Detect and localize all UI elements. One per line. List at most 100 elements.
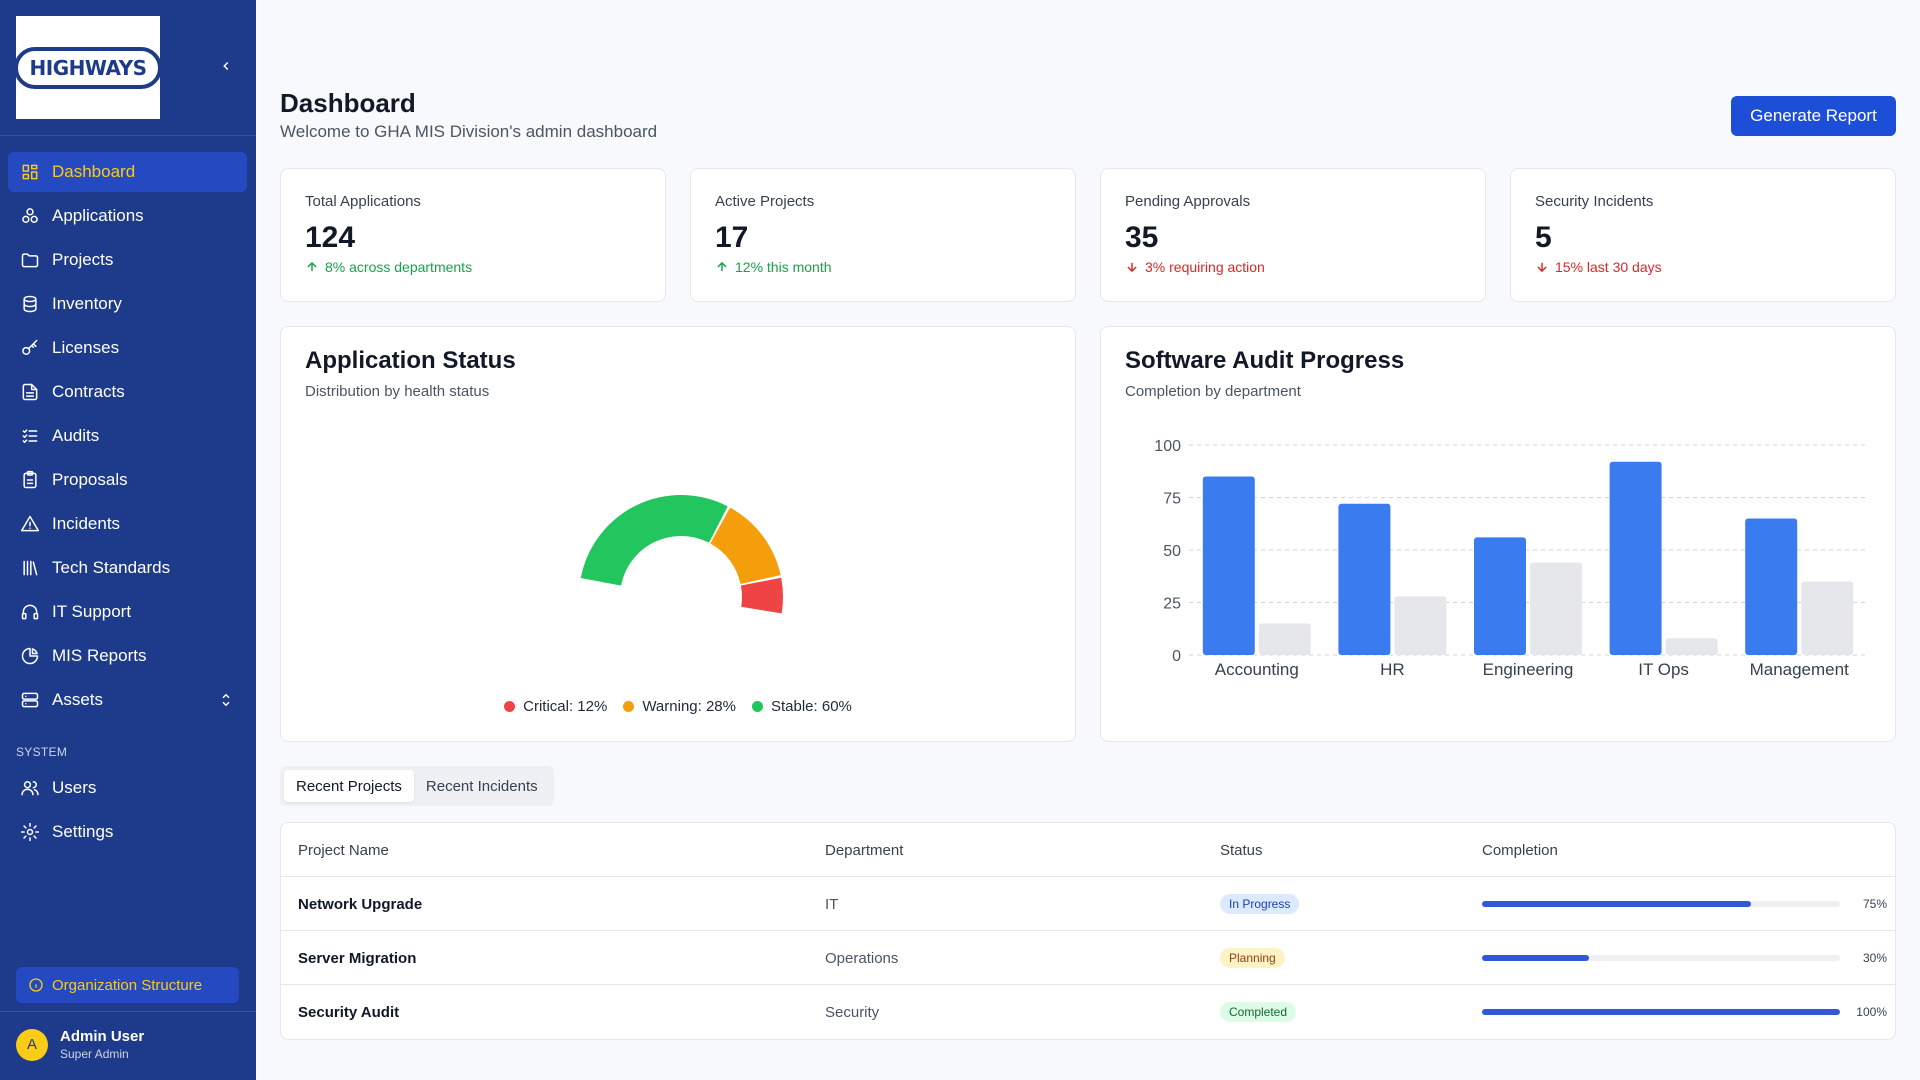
bar-accounting-series-1[interactable] [1202,476,1255,656]
system-nav: Users Settings [8,768,247,856]
sidebar-item-label: IT Support [52,602,132,621]
legend-item-warning: Warning: 28% [623,698,736,715]
tab-recent-projects[interactable]: Recent Projects [284,770,414,802]
donut-slice-warning[interactable] [710,507,781,584]
key-icon [20,338,40,358]
document-icon [20,382,40,402]
sidebar-item-label: Proposals [52,470,128,489]
organization-structure-label: Organization Structure [52,976,203,994]
bar-engineering-series-1[interactable] [1474,537,1526,655]
stat-card-active-projects: Active Projects 17 12% this month [690,168,1076,302]
sidebar-item-audits[interactable]: Audits [8,416,247,456]
page-subtitle: Welcome to GHA MIS Division's admin dash… [280,122,658,141]
organization-structure-button[interactable]: Organization Structure [16,967,239,1003]
sidebar-item-label: Licenses [52,338,120,357]
sidebar-item-label: Assets [52,690,104,709]
arrow-down-icon [1127,262,1137,273]
stat-trend-text: 3% requiring action [1145,259,1265,275]
stat-label: Pending Approvals [1125,193,1251,210]
sidebar-item-licenses[interactable]: Licenses [8,328,247,368]
bar-it-ops-series-1[interactable] [1609,461,1662,655]
bar-accounting-series-2[interactable] [1258,623,1311,656]
sidebar-item-settings[interactable]: Settings [8,812,247,852]
tab-recent-incidents[interactable]: Recent Incidents [425,777,538,795]
completion-percent: 30% [1862,951,1887,965]
project-name-cell: Network Upgrade [298,895,423,913]
sidebar-item-label: Inventory [52,294,122,313]
audit-progress-card: Software Audit Progress Completion by de… [1100,326,1896,742]
avatar: A [16,1028,48,1061]
arrow-down-icon [1537,262,1547,273]
stat-label: Total Applications [305,193,421,210]
users-icon [20,778,40,798]
collapse-sidebar-button[interactable] [216,56,236,76]
pie-chart-icon [20,646,40,666]
sidebar-item-incidents[interactable]: Incidents [8,504,247,544]
clipboard-icon [20,470,40,490]
x-tick-label: IT Ops [1638,660,1689,679]
audit-progress-subtitle: Completion by department [1125,383,1301,400]
sidebar-item-mis-reports[interactable]: MIS Reports [8,636,247,676]
audit-progress-title: Software Audit Progress [1125,347,1405,374]
generate-report-button[interactable]: Generate Report [1731,96,1896,136]
warning-triangle-icon [20,514,40,534]
chart-legend: Critical: 12% Warning: 28% Stable: 60% [281,698,1075,715]
department-cell: IT [825,895,839,913]
sidebar-item-inventory[interactable]: Inventory [8,284,247,324]
sidebar-item-users[interactable]: Users [8,768,247,808]
stat-label: Security Incidents [1535,193,1654,210]
database-icon [20,294,40,314]
page-title: Dashboard [280,88,416,118]
stat-trend-text: 15% last 30 days [1555,259,1662,275]
completion-progress-bar [1482,1009,1840,1015]
sidebar-item-tech-standards[interactable]: Tech Standards [8,548,247,588]
stat-value: 35 [1125,221,1159,254]
donut-slice-stable[interactable] [580,495,728,586]
stat-trend-text: 8% across departments [325,259,473,275]
bar-hr-series-2[interactable] [1394,596,1447,655]
stat-value: 17 [715,221,749,254]
table-header-row: Project Name Department Status Completio… [281,823,1895,877]
donut-slice-critical[interactable] [740,577,783,614]
user-profile[interactable]: A Admin User Super Admin [16,1028,144,1061]
sidebar-item-dashboard[interactable]: Dashboard [8,152,247,192]
headset-icon [20,602,40,622]
sidebar-item-it-support[interactable]: IT Support [8,592,247,632]
stat-trend: 12% this month [715,259,832,275]
bar-management-series-1[interactable] [1745,518,1798,656]
x-tick-label: Engineering [1483,660,1574,679]
arrow-up-icon [307,261,317,272]
x-tick-label: Management [1750,660,1850,679]
bar-engineering-series-2[interactable] [1530,562,1582,655]
info-circle-icon [29,978,43,992]
chevron-up-down-icon[interactable] [217,691,235,709]
user-name: Admin User [60,1028,145,1045]
folder-icon [20,250,40,270]
column-header-project-name[interactable]: Project Name [298,841,389,859]
system-section-label: SYSTEM [16,745,68,759]
legend-dot [504,701,516,712]
completion-progress-bar [1482,901,1840,907]
column-header-completion[interactable]: Completion [1482,841,1558,859]
status-cell: Completed [1220,985,1297,1039]
table-row[interactable]: Server Migration Operations Planning 30% [281,931,1895,985]
sidebar-item-projects[interactable]: Projects [8,240,247,280]
column-header-department[interactable]: Department [825,841,904,859]
stat-trend: 3% requiring action [1125,259,1265,275]
sidebar-item-proposals[interactable]: Proposals [8,460,247,500]
user-role: Super Admin [60,1047,129,1061]
table-row[interactable]: Network Upgrade IT In Progress 75% [281,877,1895,931]
column-header-status[interactable]: Status [1220,841,1263,859]
sidebar-item-label: Dashboard [52,162,136,181]
projects-incidents-tabs: Recent Projects Recent Incidents [280,766,554,806]
sidebar-item-applications[interactable]: Applications [8,196,247,236]
sidebar-item-assets[interactable]: Assets [8,680,247,720]
applications-icon [20,206,40,226]
bar-it-ops-series-2[interactable] [1665,638,1718,655]
sidebar-item-contracts[interactable]: Contracts [8,372,247,412]
bar-management-series-2[interactable] [1801,581,1854,656]
bar-hr-series-1[interactable] [1338,503,1391,655]
table-row[interactable]: Security Audit Security Completed 100% [281,985,1895,1039]
y-tick-label: 100 [1154,438,1181,455]
sidebar-item-label: Tech Standards [52,558,171,577]
